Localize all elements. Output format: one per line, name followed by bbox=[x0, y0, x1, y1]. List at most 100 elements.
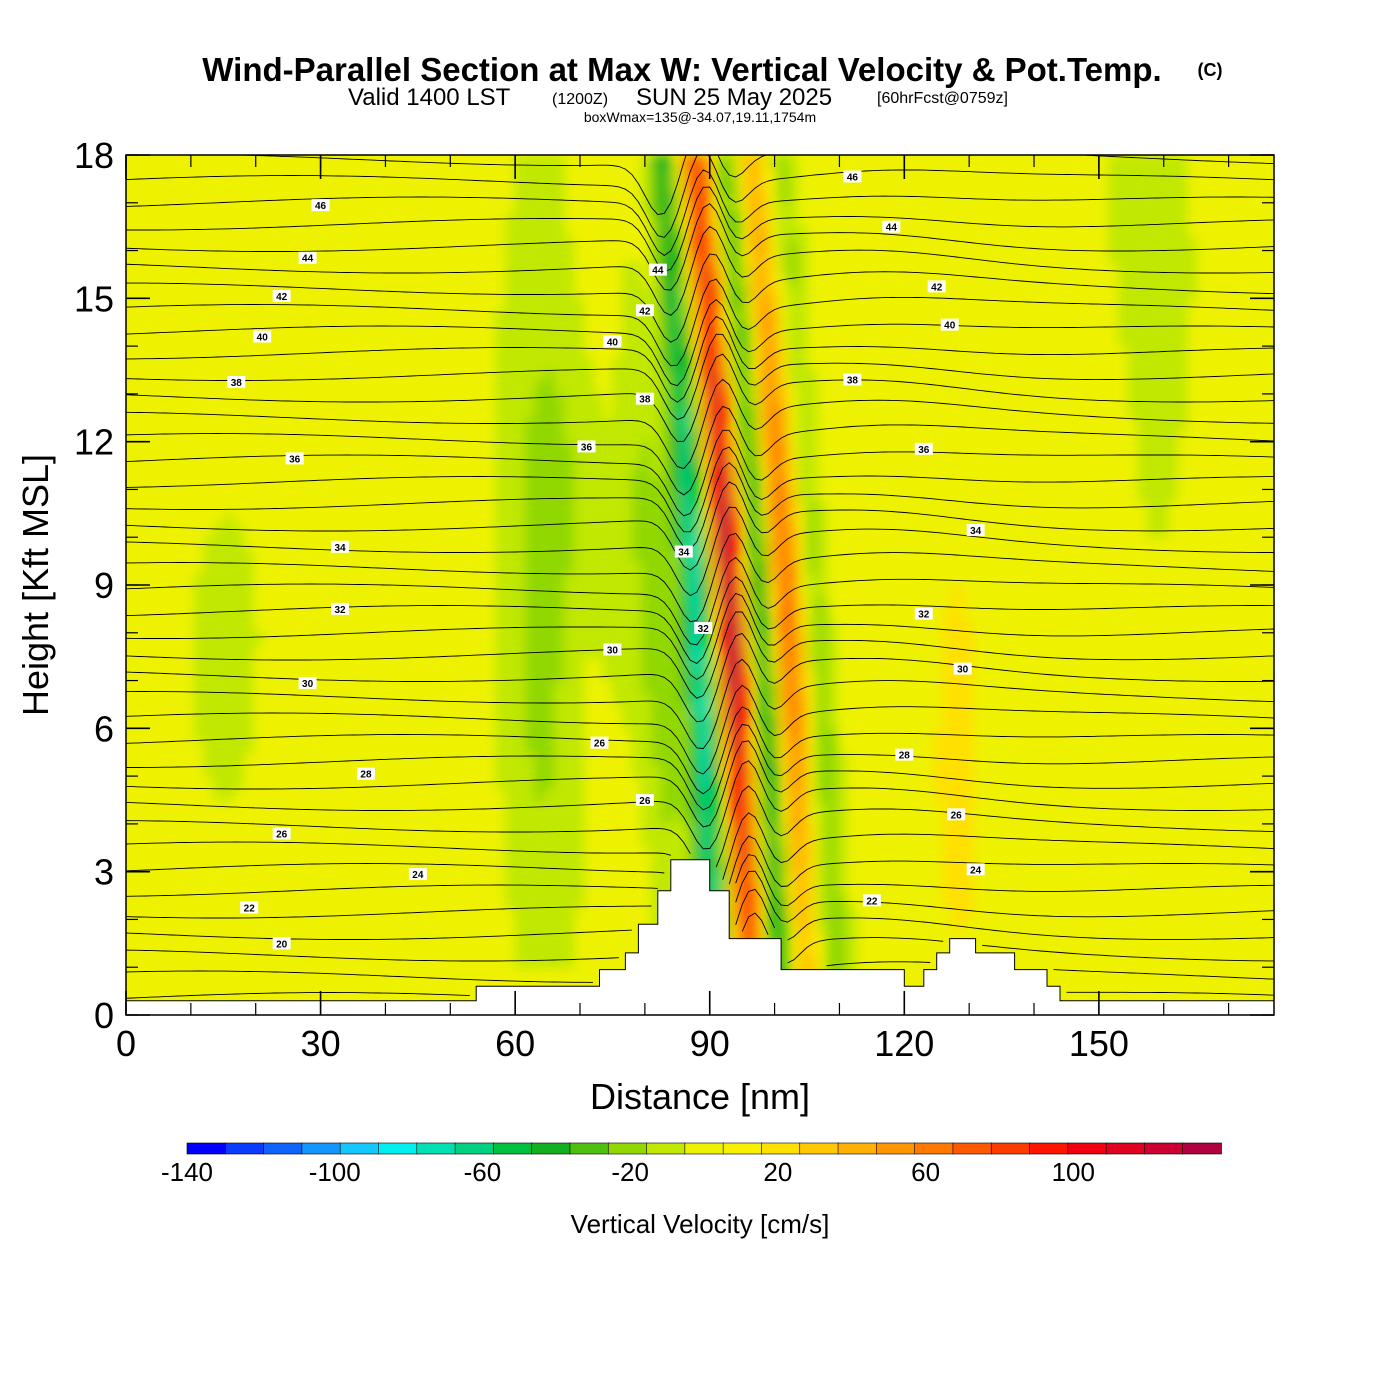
velocity-cell bbox=[700, 286, 711, 300]
velocity-cell bbox=[631, 358, 643, 371]
velocity-cell bbox=[573, 513, 584, 526]
velocity-cell bbox=[505, 620, 516, 634]
velocity-cell bbox=[1176, 286, 1188, 300]
theta-contour bbox=[126, 760, 1274, 850]
velocity-cell bbox=[203, 704, 215, 718]
theta-label-text: 24 bbox=[412, 870, 424, 881]
velocity-cell bbox=[943, 883, 954, 897]
theta-label-bg bbox=[240, 901, 259, 914]
velocity-cell bbox=[194, 632, 205, 646]
y-tick-label: 0 bbox=[94, 995, 114, 1036]
velocity-cell bbox=[700, 405, 711, 419]
velocity-cell bbox=[544, 931, 555, 945]
velocity-cell bbox=[826, 752, 837, 765]
velocity-cell bbox=[670, 596, 682, 610]
velocity-cell bbox=[203, 752, 215, 765]
velocity-cell bbox=[787, 322, 799, 335]
velocity-cell bbox=[680, 334, 691, 347]
velocity-cell bbox=[787, 668, 799, 682]
theta-label: 20 bbox=[272, 937, 291, 950]
velocity-cell bbox=[807, 644, 818, 658]
velocity-cell bbox=[573, 585, 584, 598]
theta-label: 32 bbox=[331, 602, 350, 616]
velocity-cell bbox=[583, 549, 594, 562]
velocity-cell bbox=[1167, 178, 1178, 192]
velocity-cell bbox=[495, 656, 507, 670]
velocity-cell bbox=[544, 429, 555, 443]
velocity-cell bbox=[593, 441, 604, 455]
velocity-cell bbox=[641, 489, 653, 503]
velocity-cell bbox=[943, 716, 954, 730]
velocity-cell bbox=[583, 596, 594, 610]
velocity-cell bbox=[544, 358, 555, 371]
velocity-cell bbox=[797, 632, 808, 646]
velocity-cell bbox=[719, 238, 730, 252]
velocity-cell bbox=[738, 596, 750, 610]
velocity-cell bbox=[709, 656, 721, 670]
velocity-cell bbox=[758, 250, 769, 264]
velocity-cell bbox=[583, 585, 594, 598]
velocity-cell bbox=[233, 764, 244, 777]
velocity-cell bbox=[651, 178, 662, 192]
velocity-cell bbox=[670, 764, 682, 777]
velocity-cell bbox=[777, 931, 789, 945]
velocity-cell bbox=[233, 704, 244, 718]
velocity-cell bbox=[826, 931, 837, 945]
velocity-cell bbox=[1147, 405, 1158, 419]
velocity-cell bbox=[709, 501, 721, 515]
theta-label-text: 38 bbox=[847, 376, 859, 387]
velocity-cell bbox=[729, 811, 740, 825]
velocity-cell bbox=[515, 274, 526, 288]
velocity-cell bbox=[719, 453, 730, 467]
theta-contour bbox=[126, 576, 1274, 664]
velocity-cell bbox=[534, 525, 546, 538]
velocity-cell bbox=[544, 214, 555, 228]
velocity-cell bbox=[563, 453, 575, 467]
velocity-cell bbox=[544, 573, 555, 586]
velocity-cell bbox=[233, 585, 244, 598]
velocity-cell bbox=[651, 417, 662, 431]
velocity-cell bbox=[670, 477, 682, 491]
velocity-cell bbox=[563, 334, 575, 347]
velocity-cell bbox=[661, 525, 672, 538]
velocity-cell bbox=[631, 274, 643, 288]
velocity-cell bbox=[670, 728, 682, 741]
velocity-cell bbox=[768, 298, 779, 311]
velocity-cell bbox=[1176, 214, 1188, 228]
velocity-cell bbox=[962, 800, 974, 813]
theta-label-text: 40 bbox=[257, 333, 269, 344]
velocity-cell bbox=[641, 632, 653, 646]
velocity-cell bbox=[1167, 286, 1178, 300]
velocity-cell bbox=[544, 835, 555, 849]
velocity-cell bbox=[203, 585, 215, 598]
velocity-cell bbox=[807, 943, 818, 956]
velocity-cell bbox=[836, 943, 847, 956]
velocity-cell bbox=[670, 823, 682, 837]
velocity-cell bbox=[495, 346, 507, 359]
velocity-cell bbox=[515, 883, 526, 897]
velocity-cell bbox=[1157, 190, 1168, 204]
velocity-cell bbox=[700, 226, 711, 240]
velocity-cell bbox=[962, 632, 974, 646]
velocity-cell bbox=[554, 549, 565, 562]
velocity-cell bbox=[797, 310, 808, 323]
velocity-cell bbox=[1128, 310, 1139, 323]
velocity-cell bbox=[213, 752, 225, 765]
velocity-cell bbox=[622, 298, 633, 311]
velocity-cell bbox=[719, 883, 730, 897]
velocity-cell bbox=[943, 668, 954, 682]
velocity-cell bbox=[787, 525, 799, 538]
velocity-cell bbox=[573, 573, 584, 586]
velocity-cell bbox=[816, 644, 828, 658]
velocity-cell bbox=[515, 871, 526, 885]
velocity-cell bbox=[826, 883, 837, 897]
velocity-cell bbox=[690, 549, 701, 562]
velocity-cell bbox=[583, 370, 594, 383]
velocity-cell bbox=[515, 286, 526, 300]
velocity-cell bbox=[777, 740, 789, 753]
velocity-cell bbox=[534, 334, 546, 347]
velocity-cell bbox=[1157, 202, 1168, 216]
velocity-cell bbox=[709, 226, 721, 240]
velocity-cell bbox=[1176, 358, 1188, 371]
velocity-cell bbox=[544, 465, 555, 479]
